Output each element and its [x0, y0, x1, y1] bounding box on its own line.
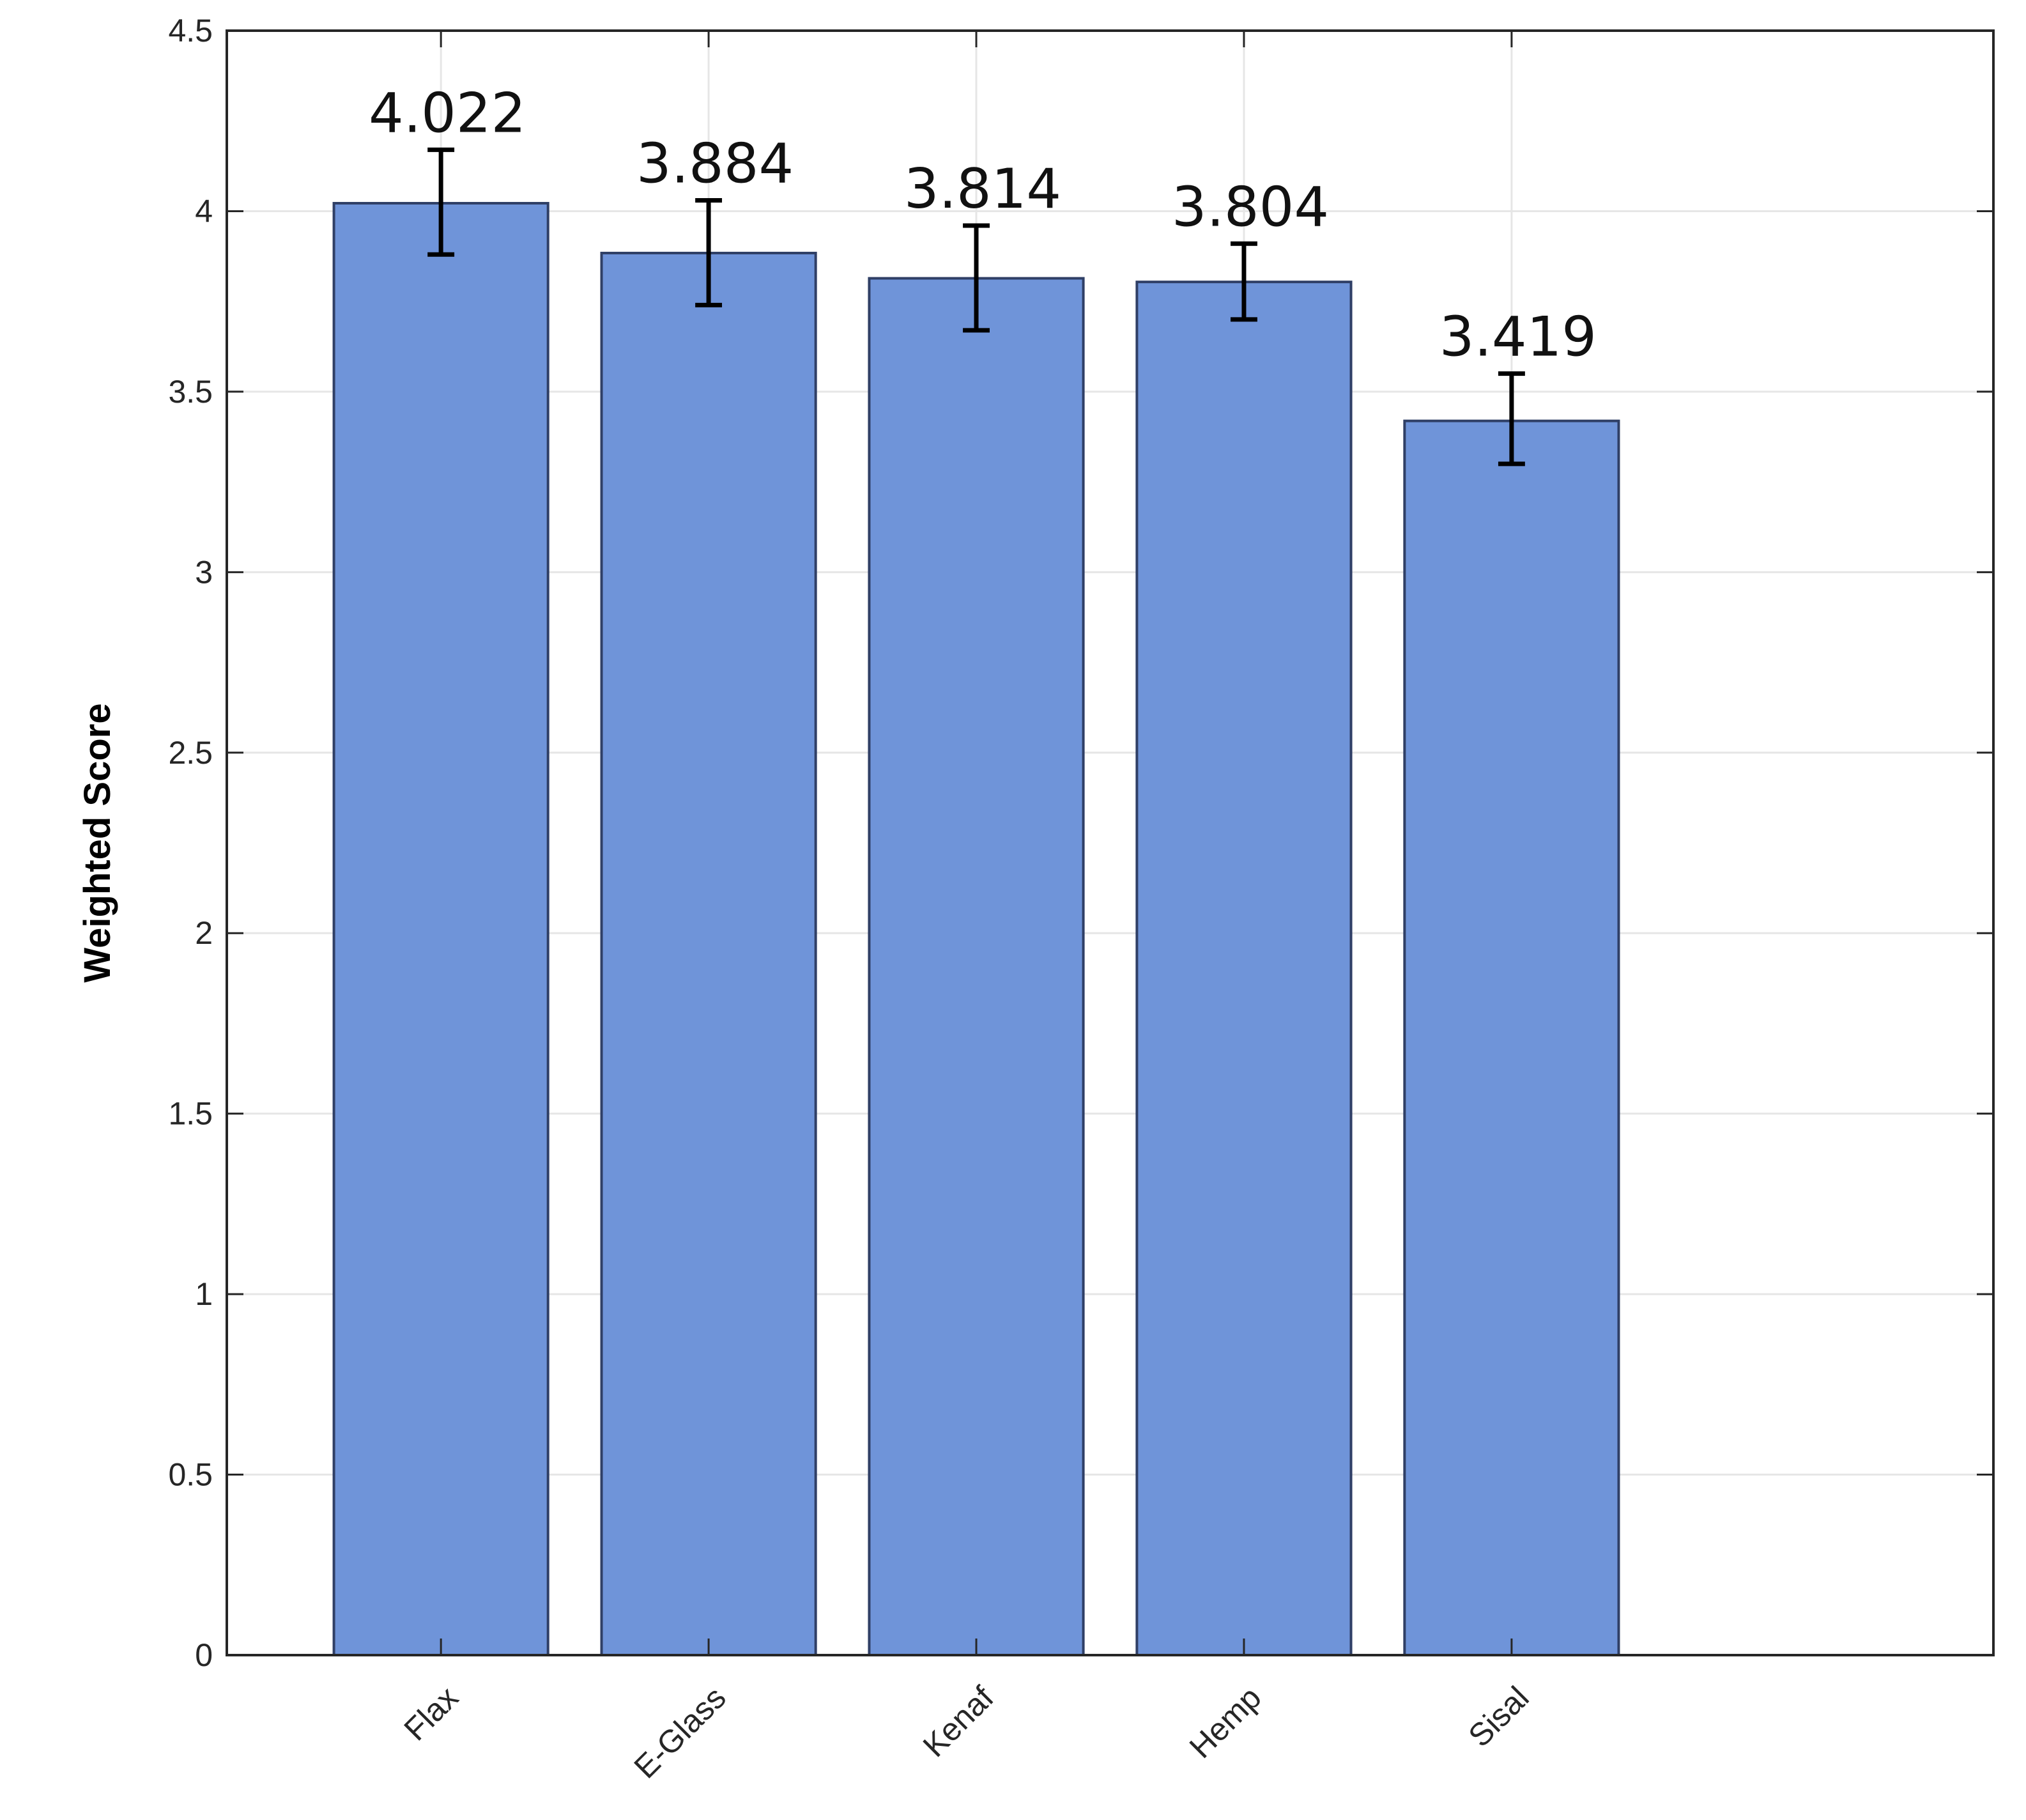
- axis-ticks: [227, 29, 1993, 1656]
- y-tick-label: 4.5: [168, 13, 213, 49]
- y-tick-label: 2: [195, 915, 213, 951]
- plot-frame: [226, 29, 1995, 1656]
- y-axis-label: Weighted Score: [77, 703, 118, 982]
- y-tick-label: 1.5: [168, 1096, 213, 1132]
- value-label: 3.804: [1172, 175, 1329, 239]
- y-tick-label: 0: [195, 1637, 213, 1673]
- y-tick-label: 3.5: [168, 374, 213, 410]
- y-tick-labels: 0 0.5 1 1.5 2 2.5 3 3.5 4 4.5: [168, 13, 213, 1673]
- value-label: 3.419: [1439, 305, 1597, 369]
- y-tick-label: 2.5: [168, 735, 213, 771]
- bar: [868, 277, 1085, 1657]
- value-label: 3.884: [636, 132, 794, 196]
- y-tick-label: 4: [195, 193, 213, 229]
- bar: [1403, 419, 1620, 1656]
- value-labels: 4.022 3.884 3.814 3.804 3.419: [369, 81, 1597, 369]
- y-tick-label: 3: [195, 554, 213, 590]
- bar: [332, 202, 549, 1657]
- bar: [1135, 281, 1353, 1657]
- bar: [600, 251, 817, 1657]
- error-bars: [427, 147, 1525, 467]
- value-label: 3.814: [904, 157, 1061, 221]
- value-label: 4.022: [369, 81, 526, 145]
- y-tick-label: 1: [195, 1276, 213, 1312]
- y-tick-label: 0.5: [168, 1457, 213, 1493]
- bars: [332, 202, 1620, 1657]
